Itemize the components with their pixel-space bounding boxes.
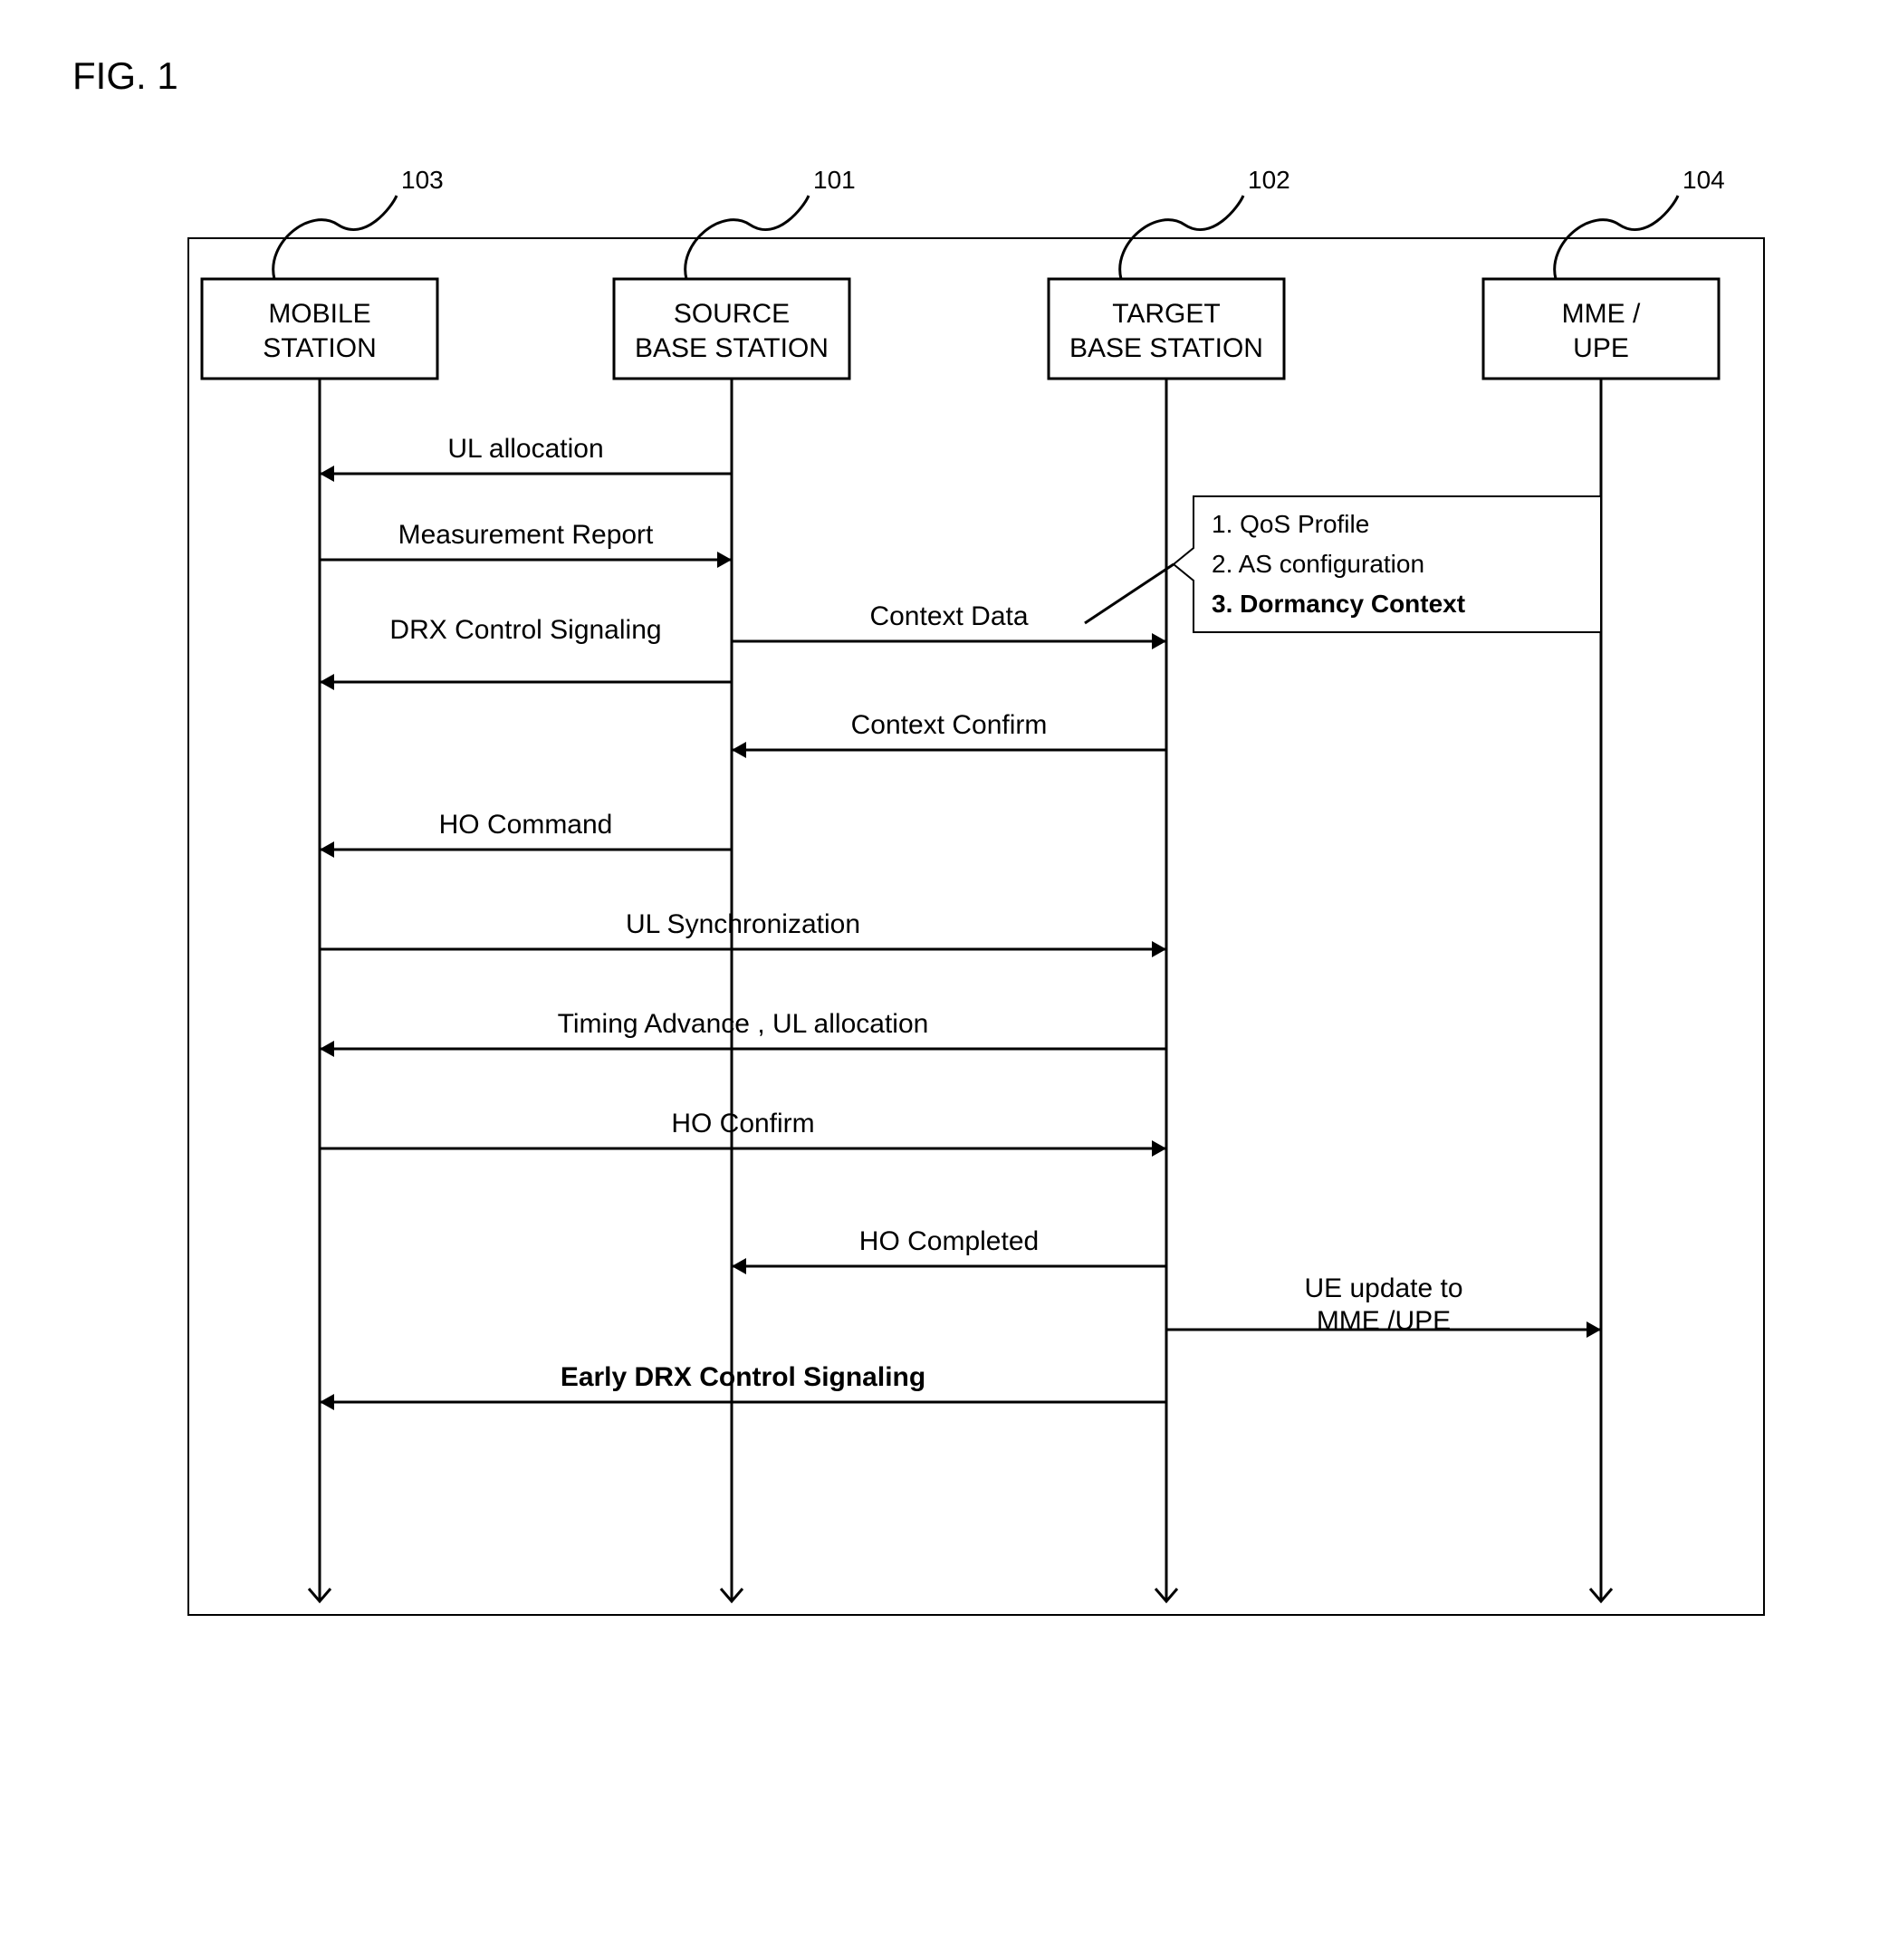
arrowhead	[1152, 941, 1166, 957]
actor-box-mobile	[202, 279, 437, 379]
actor-label-mobile-1: MOBILE	[268, 299, 370, 329]
msg-label-8: HO Confirm	[671, 1109, 814, 1139]
msg-label-10-a: UE update to	[1304, 1273, 1462, 1303]
arrowhead	[732, 1258, 746, 1274]
actor-box-mme	[1483, 279, 1719, 379]
msg-label-11: Early DRX Control Signaling	[560, 1362, 925, 1392]
figure-title: FIG. 1	[72, 54, 1843, 98]
arrowhead	[320, 841, 334, 858]
actor-label-target-1: TARGET	[1112, 299, 1220, 329]
actor-box-source	[614, 279, 849, 379]
arrowhead	[732, 742, 746, 758]
actor-ref-source: 101	[813, 166, 856, 194]
diagram-svg: MOBILE STATION 103 SOURCE BASE STATION 101 TAR…	[80, 134, 1800, 1674]
arrowhead	[1152, 1140, 1166, 1157]
actor-label-mme-2: UPE	[1573, 333, 1629, 363]
callout-line-1: 2. AS configuration	[1212, 550, 1424, 578]
arrowhead	[1152, 633, 1166, 649]
msg-label-4: Context Confirm	[850, 710, 1047, 740]
msg-label-0: UL allocation	[447, 434, 603, 464]
callout-leader	[1085, 564, 1174, 623]
arrowhead	[1587, 1321, 1601, 1338]
sequence-diagram: MOBILE STATION 103 SOURCE BASE STATION 101 TAR…	[80, 134, 1800, 1674]
actor-label-target-2: BASE STATION	[1069, 333, 1263, 363]
actor-label-mme-1: MME /	[1561, 299, 1640, 329]
actor-box-target	[1049, 279, 1284, 379]
arrowhead	[320, 466, 334, 482]
actor-ref-mobile: 103	[401, 166, 444, 194]
actor-label-source-1: SOURCE	[673, 299, 789, 329]
msg-label-9: HO Completed	[858, 1226, 1038, 1256]
actor-ref-target: 102	[1248, 166, 1290, 194]
msg-label-10-b: MME /UPE	[1316, 1306, 1450, 1336]
arrowhead	[320, 1041, 334, 1057]
callout-line-0: 1. QoS Profile	[1212, 510, 1369, 538]
msg-label-1: Measurement Report	[398, 520, 653, 550]
arrowhead	[320, 1394, 334, 1410]
msg-label-5: HO Command	[438, 810, 612, 840]
msg-label-3: DRX Control Signaling	[389, 615, 661, 645]
diagram-border	[188, 238, 1764, 1615]
arrowhead	[320, 674, 334, 690]
callout-line-2: 3. Dormancy Context	[1212, 590, 1465, 618]
actor-label-source-2: BASE STATION	[635, 333, 829, 363]
actor-ref-mme: 104	[1682, 166, 1725, 194]
actor-label-mobile-2: STATION	[263, 333, 377, 363]
msg-label-2: Context Data	[869, 601, 1028, 631]
msg-label-6: UL Synchronization	[625, 909, 859, 939]
arrowhead	[717, 552, 732, 568]
msg-label-7: Timing Advance , UL allocation	[557, 1009, 928, 1039]
